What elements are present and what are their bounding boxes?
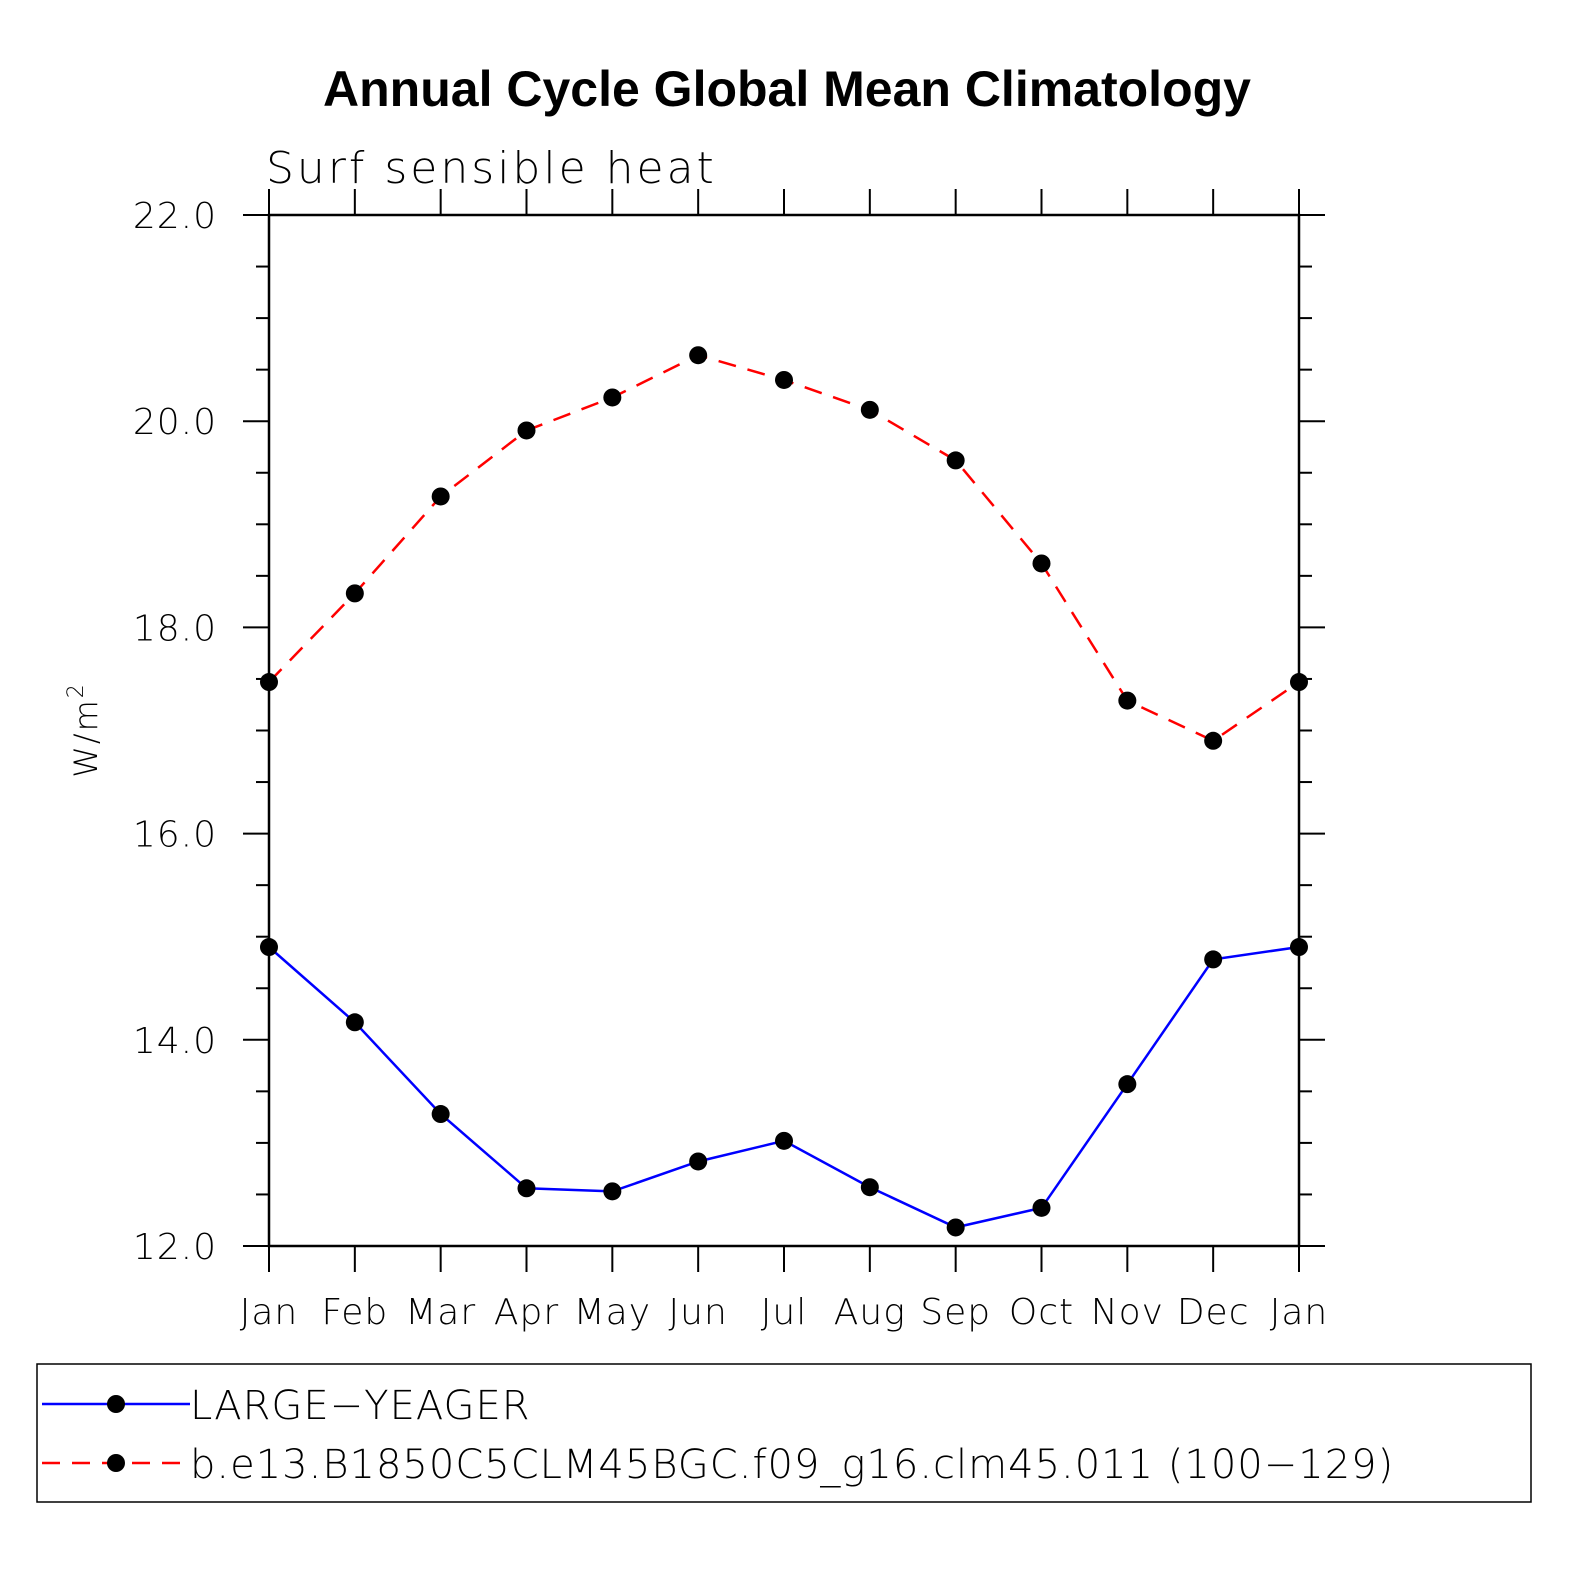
legend-item: b.e13.B1850C5CLM45BGC.f09_g16.clm45.011 … <box>42 1442 1394 1488</box>
y-axis-label-superscript: 2 <box>64 682 89 698</box>
data-point <box>1290 938 1308 957</box>
axes: 12.0 14.0 16.0 18.0 20.0 22.0 Jan Feb Mar Apr May J… <box>133 189 1329 1333</box>
legend-marker <box>107 1395 125 1413</box>
chart-title: Annual Cycle Global Mean Climatology <box>323 61 1251 117</box>
data-point <box>689 346 708 365</box>
data-point <box>946 451 965 470</box>
data-point <box>775 1131 793 1150</box>
data-point <box>1290 673 1308 692</box>
y-tick-label: 14.0 <box>133 1021 217 1062</box>
x-tick-label: Apr <box>494 1292 559 1333</box>
y-tick-label: 20.0 <box>133 402 217 443</box>
data-point <box>345 584 364 603</box>
x-tick-label: Oct <box>1009 1292 1074 1333</box>
data-point <box>603 388 622 407</box>
data-point <box>260 673 278 692</box>
legend-marker <box>107 1454 125 1472</box>
chart-subtitle: Surf sensible heat <box>266 143 717 194</box>
x-tick-label: Sep <box>920 1292 991 1333</box>
plot-frame <box>267 213 1301 1248</box>
data-point <box>1032 554 1051 573</box>
legend-item: LARGE−YEAGER <box>42 1383 531 1429</box>
x-tick-label: Dec <box>1177 1292 1250 1333</box>
y-axis-label-text: W/m <box>67 698 105 778</box>
data-point <box>260 938 278 957</box>
data-point <box>1204 731 1223 750</box>
series-line-0 <box>268 945 1300 1229</box>
legend-label: b.e13.B1850C5CLM45BGC.f09_g16.clm45.011 … <box>190 1442 1394 1488</box>
data-point <box>1118 1075 1137 1094</box>
y-tick-label: 18.0 <box>133 608 217 649</box>
x-tick-label: Jan <box>1270 1292 1329 1333</box>
data-point <box>860 1178 879 1197</box>
data-point <box>860 400 879 419</box>
data-point <box>946 1218 965 1237</box>
data-point <box>689 1152 708 1171</box>
data-point <box>431 487 450 506</box>
y-tick-label: 16.0 <box>133 815 217 856</box>
data-point <box>431 1105 450 1124</box>
x-tick-label: Mar <box>405 1292 476 1333</box>
x-tick-label: Nov <box>1091 1292 1164 1333</box>
series-line-1 <box>268 353 1300 743</box>
x-tick-label: Feb <box>321 1292 388 1333</box>
y-tick-label: 22.0 <box>133 196 217 237</box>
legend-box <box>36 1363 1532 1503</box>
data-point <box>603 1182 622 1201</box>
data-point <box>517 421 536 440</box>
y-axis-label: W/m2 <box>64 682 105 778</box>
x-tick-label: Jun <box>669 1292 728 1333</box>
data-point <box>1204 950 1223 969</box>
data-point <box>1032 1198 1051 1217</box>
legend-label: LARGE−YEAGER <box>190 1383 531 1429</box>
x-tick-label: Jul <box>761 1292 807 1333</box>
legend: LARGE−YEAGER b.e13.B1850C5CLM45BGC.f09_g… <box>36 1363 1532 1503</box>
x-tick-label: Aug <box>834 1292 906 1333</box>
data-point <box>517 1179 536 1198</box>
y-tick-label: 12.0 <box>133 1227 217 1268</box>
data-point <box>1118 691 1137 710</box>
data-point <box>345 1013 364 1032</box>
x-tick-label: Jan <box>240 1292 299 1333</box>
x-tick-label: May <box>574 1292 651 1333</box>
series-layer <box>260 346 1308 1237</box>
data-point <box>775 370 793 389</box>
